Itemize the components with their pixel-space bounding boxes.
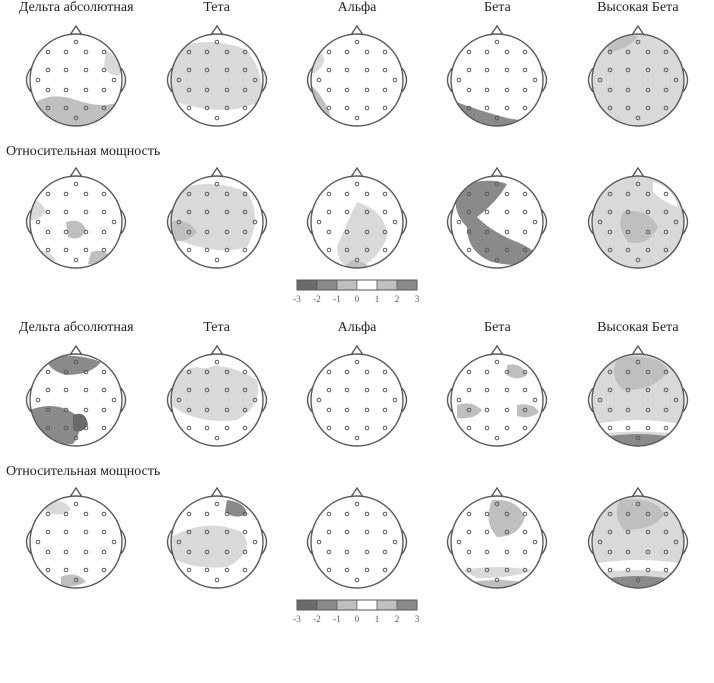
topomap (146, 22, 286, 138)
topomap (568, 342, 708, 458)
block-1: Дельта абсолютнаяТетаАльфаБетаВысокая Бе… (0, 320, 714, 626)
svg-text:1: 1 (375, 614, 380, 624)
column-headers: Дельта абсолютнаяТетаАльфаБетаВысокая Бе… (0, 0, 714, 20)
column-header: Тета (146, 320, 286, 340)
svg-text:-1: -1 (333, 614, 341, 624)
topomap (146, 342, 286, 458)
topomap (6, 164, 146, 280)
svg-text:2: 2 (395, 294, 400, 304)
row-label: Относительная мощность (0, 460, 714, 482)
page: Дельта абсолютнаяТетаАльфаБетаВысокая Бе… (0, 0, 714, 683)
topomap (146, 164, 286, 280)
column-header: Альфа (287, 320, 427, 340)
column-header: Дельта абсолютная (6, 320, 146, 340)
row-label: Относительная мощность (0, 140, 714, 162)
topomap (6, 484, 146, 600)
svg-text:-3: -3 (293, 294, 301, 304)
topomap (568, 484, 708, 600)
column-header: Высокая Бета (568, 0, 708, 20)
svg-text:-2: -2 (313, 614, 321, 624)
topomap (427, 484, 567, 600)
topomap (568, 22, 708, 138)
head-row (0, 162, 714, 282)
svg-text:-1: -1 (333, 294, 341, 304)
topomap (427, 22, 567, 138)
topomap (287, 22, 427, 138)
column-header: Тета (146, 0, 286, 20)
column-header: Бета (427, 0, 567, 20)
column-header: Высокая Бета (568, 320, 708, 340)
svg-text:3: 3 (415, 614, 420, 624)
topomap (6, 342, 146, 458)
topomap (287, 164, 427, 280)
scalebar: -3 -2 -1 0 1 2 3 (0, 598, 714, 626)
head-row (0, 482, 714, 602)
head-row (0, 340, 714, 460)
topomap (287, 484, 427, 600)
block-0: Дельта абсолютнаяТетаАльфаБетаВысокая Бе… (0, 0, 714, 306)
svg-text:0: 0 (355, 294, 360, 304)
topomap (6, 22, 146, 138)
svg-text:0: 0 (355, 614, 360, 624)
column-header: Альфа (287, 0, 427, 20)
topomap (146, 484, 286, 600)
column-header: Дельта абсолютная (6, 0, 146, 20)
column-headers: Дельта абсолютнаяТетаАльфаБетаВысокая Бе… (0, 320, 714, 340)
svg-text:1: 1 (375, 294, 380, 304)
scalebar: -3 -2 -1 0 1 2 3 (0, 278, 714, 306)
topomap (287, 342, 427, 458)
topomap (568, 164, 708, 280)
topomap (427, 164, 567, 280)
head-row (0, 20, 714, 140)
topomap (427, 342, 567, 458)
svg-text:-3: -3 (293, 614, 301, 624)
column-header: Бета (427, 320, 567, 340)
svg-text:2: 2 (395, 614, 400, 624)
svg-text:-2: -2 (313, 294, 321, 304)
svg-text:3: 3 (415, 294, 420, 304)
